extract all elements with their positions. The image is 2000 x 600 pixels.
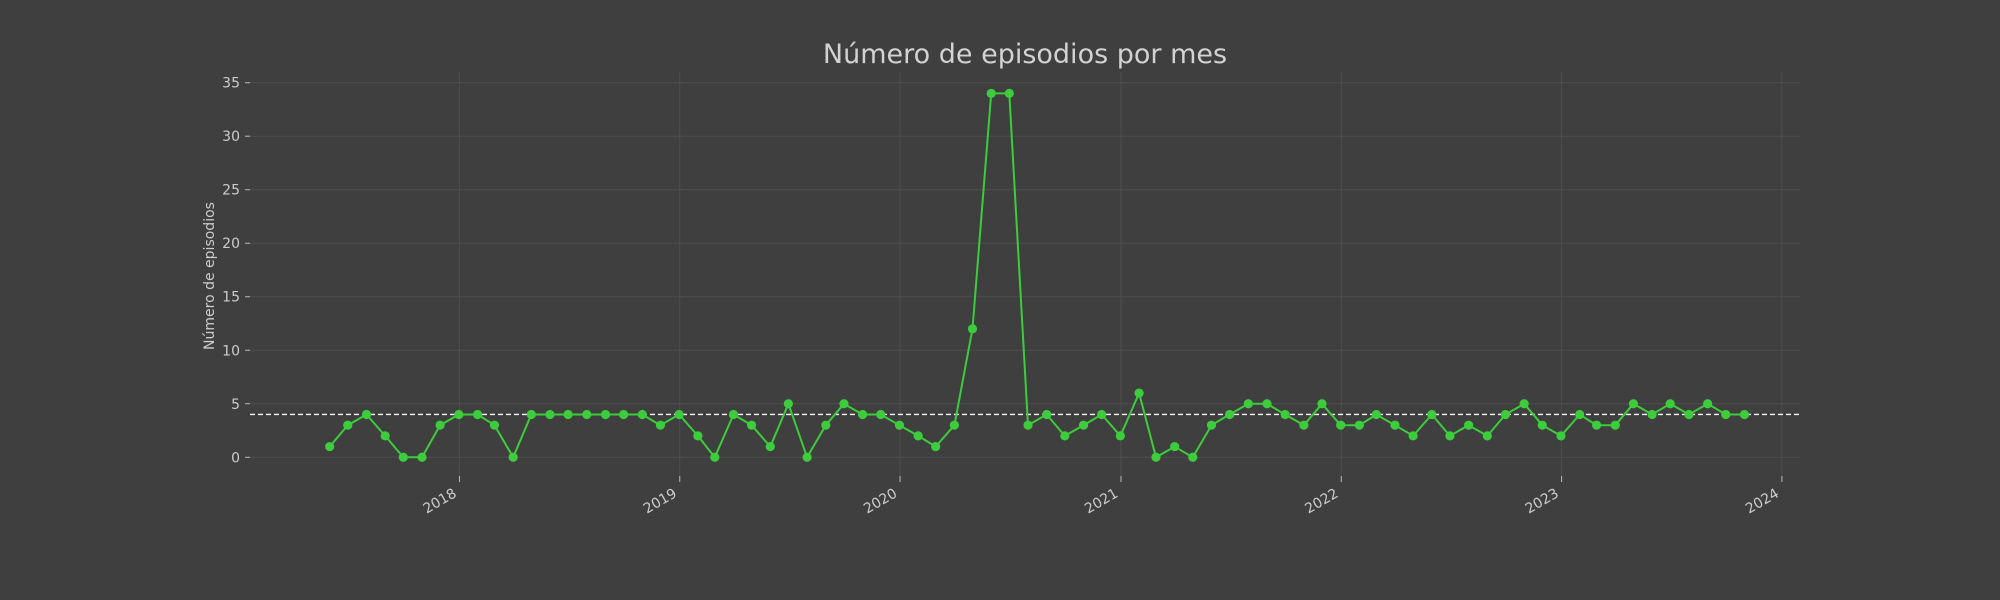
x-tick-label: 2024 xyxy=(1743,486,1782,518)
data-point xyxy=(526,409,536,420)
data-point xyxy=(1170,441,1180,452)
data-point xyxy=(435,420,445,430)
data-point xyxy=(1445,431,1455,441)
series-layer xyxy=(325,88,1750,462)
data-point xyxy=(746,420,757,430)
data-point xyxy=(1262,399,1272,409)
data-point xyxy=(674,409,684,420)
data-point xyxy=(619,409,629,420)
data-point xyxy=(1739,409,1750,420)
data-point xyxy=(710,452,720,462)
data-point xyxy=(949,420,959,430)
data-point xyxy=(1188,452,1198,462)
data-point xyxy=(417,452,427,462)
x-tick-label: 2020 xyxy=(861,486,900,518)
data-point xyxy=(1628,399,1639,409)
y-tick-label: 0 xyxy=(231,450,240,466)
data-point xyxy=(1243,399,1253,409)
x-tick-label: 2022 xyxy=(1302,486,1341,518)
data-point xyxy=(1299,420,1309,430)
data-point xyxy=(931,441,941,452)
data-point xyxy=(1151,452,1161,462)
x-tick-label: 2021 xyxy=(1082,486,1121,518)
data-point xyxy=(361,409,372,420)
data-point xyxy=(1280,409,1290,420)
data-point xyxy=(1317,399,1327,409)
data-point xyxy=(398,452,408,462)
data-point xyxy=(1060,431,1070,441)
x-tick-label: 2018 xyxy=(421,486,460,518)
y-tick-label: 25 xyxy=(222,183,240,199)
data-point xyxy=(802,452,812,462)
grid xyxy=(250,72,1800,476)
data-point xyxy=(343,420,353,430)
data-point xyxy=(728,409,739,420)
data-point xyxy=(1206,420,1217,430)
data-point xyxy=(876,409,886,420)
data-point xyxy=(1537,420,1547,430)
y-axis-label: Número de episodios xyxy=(202,202,218,350)
chart-title: Número de episodios por mes xyxy=(823,39,1227,70)
data-point xyxy=(894,420,905,430)
data-point xyxy=(1703,399,1713,409)
y-tick-label: 15 xyxy=(222,290,240,306)
y-tick-label: 5 xyxy=(231,397,240,413)
data-point xyxy=(637,409,647,420)
data-point xyxy=(380,431,390,441)
data-point xyxy=(1225,409,1235,420)
data-point xyxy=(1556,431,1566,441)
data-point xyxy=(783,399,793,409)
data-point xyxy=(1427,409,1437,420)
y-tick-label: 20 xyxy=(222,236,240,252)
data-point xyxy=(1519,399,1529,409)
data-point xyxy=(1721,409,1731,420)
data-point xyxy=(655,420,666,430)
data-point xyxy=(1390,420,1400,430)
y-tick-label: 10 xyxy=(222,343,240,359)
data-point xyxy=(325,441,335,452)
data-point xyxy=(839,399,849,409)
data-point xyxy=(1464,420,1474,430)
data-point xyxy=(545,409,555,420)
data-point xyxy=(1408,431,1418,441)
data-point xyxy=(1575,409,1585,420)
data-point xyxy=(582,409,592,420)
data-point xyxy=(489,420,500,430)
data-point xyxy=(563,409,573,420)
data-point xyxy=(508,452,518,462)
x-tick-label: 2023 xyxy=(1523,486,1562,518)
data-point xyxy=(1482,431,1492,441)
data-point xyxy=(1591,420,1602,430)
data-point xyxy=(765,441,775,452)
data-point xyxy=(1115,431,1125,441)
data-point xyxy=(1610,420,1620,430)
data-point xyxy=(600,409,611,420)
data-point xyxy=(1004,88,1014,99)
data-point xyxy=(454,409,464,420)
data-point xyxy=(858,409,868,420)
data-point xyxy=(1134,388,1144,398)
data-point xyxy=(1500,409,1511,420)
x-tick-label: 2019 xyxy=(641,486,680,518)
data-point xyxy=(1371,409,1381,420)
data-point xyxy=(1647,409,1657,420)
data-point xyxy=(1042,409,1052,420)
y-tick-label: 35 xyxy=(222,76,240,92)
data-point xyxy=(986,88,996,99)
data-point xyxy=(913,431,923,441)
data-point xyxy=(693,431,703,441)
data-point xyxy=(1023,420,1033,430)
data-point xyxy=(1078,420,1089,430)
data-point xyxy=(1354,420,1364,430)
data-point xyxy=(1336,420,1346,430)
data-point xyxy=(1097,409,1107,420)
data-point xyxy=(472,409,483,420)
data-point xyxy=(967,324,978,334)
data-point xyxy=(821,420,831,430)
y-tick-label: 30 xyxy=(222,129,240,145)
series-line xyxy=(328,92,1745,460)
data-point xyxy=(1684,409,1694,420)
data-point xyxy=(1665,399,1675,409)
